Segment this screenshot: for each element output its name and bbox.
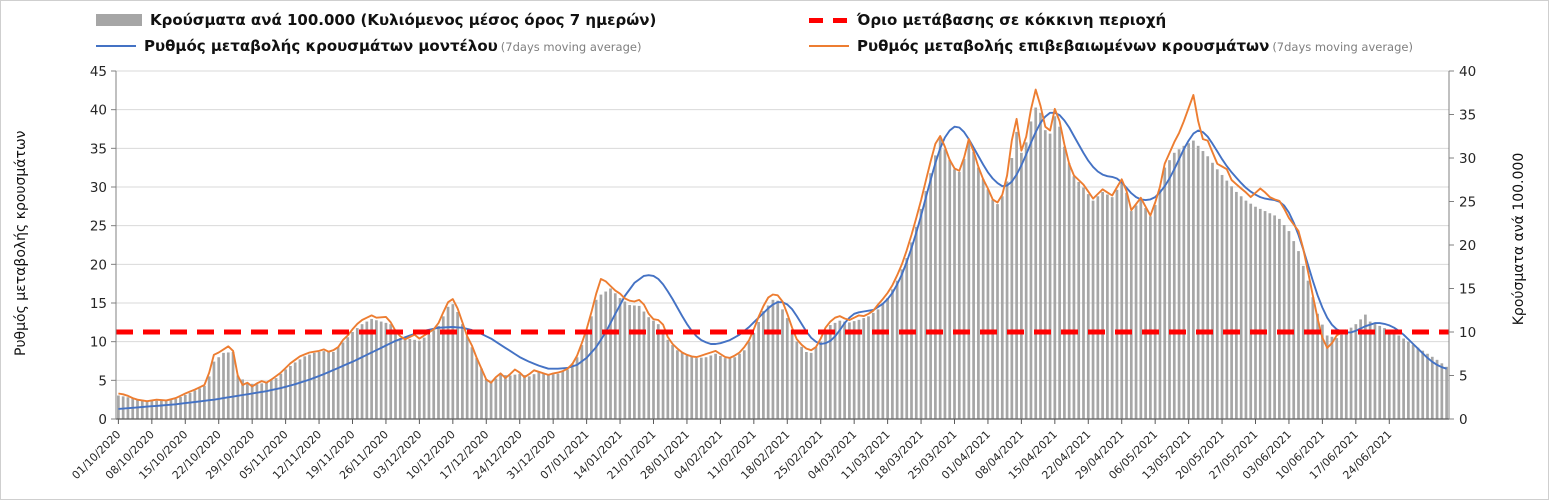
legend-label-confirmed-suffix: (7days moving average) <box>1272 40 1413 54</box>
legend-entry-bars: Κρούσματα ανά 100.000 (Κυλιόμενος μέσος … <box>96 11 656 29</box>
left-axis-tick-label: 0 <box>98 412 107 428</box>
left-axis-tick-label: 25 <box>90 219 107 235</box>
bars-swatch-icon <box>96 14 142 26</box>
legend-label-threshold: Όριο μετάβασης σε κόκκινη περιοχή <box>857 11 1167 29</box>
legend-entry-confirmed: Ρυθμός μεταβολής επιβεβαιωμένων κρουσμάτ… <box>809 37 1413 55</box>
right-axis-tick-label: 30 <box>1459 151 1476 167</box>
legend-entry-model: Ρυθμός μεταβολής κρουσμάτων μοντέλου (7da… <box>96 37 641 55</box>
right-axis-tick-label: 0 <box>1459 412 1468 428</box>
right-axis-tick-label: 40 <box>1459 64 1476 80</box>
legend-label-confirmed: Ρυθμός μεταβολής επιβεβαιωμένων κρουσμάτ… <box>857 37 1413 55</box>
threshold-dash-icon <box>809 17 849 23</box>
left-axis-tick-label: 45 <box>90 64 107 80</box>
model-line-swatch-icon <box>96 45 136 47</box>
legend-label-model: Ρυθμός μεταβολής κρουσμάτων μοντέλου (7da… <box>144 37 642 55</box>
legend-label-model-suffix: (7days moving average) <box>500 40 642 54</box>
left-axis-tick-label: 30 <box>90 180 107 196</box>
bars-series <box>117 107 1448 420</box>
right-axis-tick-label: 20 <box>1459 238 1476 254</box>
right-axis-tick-label: 5 <box>1459 369 1468 385</box>
left-axis-tick-label: 40 <box>90 103 107 119</box>
left-axis-title: Ρυθμός μεταβολής κρουσμάτων <box>13 130 29 357</box>
confirmed-line-series <box>118 88 1347 403</box>
right-axis-tick-label: 25 <box>1459 195 1476 211</box>
left-axis-tick-label: 35 <box>90 141 107 157</box>
right-axis-title: Κρούσματα ανά 100.000 <box>1511 152 1527 326</box>
right-axis-tick-label: 35 <box>1459 108 1476 124</box>
right-axis-tick-label: 10 <box>1459 325 1476 341</box>
legend-label-bars: Κρούσματα ανά 100.000 (Κυλιόμενος μέσος … <box>150 11 657 29</box>
left-axis-tick-label: 20 <box>90 257 107 273</box>
left-axis-tick-label: 15 <box>90 296 107 312</box>
legend-entry-threshold: Όριο μετάβασης σε κόκκινη περιοχή <box>809 11 1166 29</box>
left-axis-tick-label: 10 <box>90 335 107 351</box>
confirmed-line-swatch-icon <box>809 45 849 47</box>
left-axis-tick-label: 5 <box>98 373 107 389</box>
right-axis-tick-label: 15 <box>1459 282 1476 298</box>
gridlines <box>116 70 1449 381</box>
